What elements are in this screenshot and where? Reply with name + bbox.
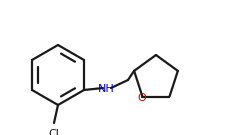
Text: NH: NH <box>98 84 114 94</box>
Text: Cl: Cl <box>49 129 60 135</box>
Text: O: O <box>137 93 146 103</box>
